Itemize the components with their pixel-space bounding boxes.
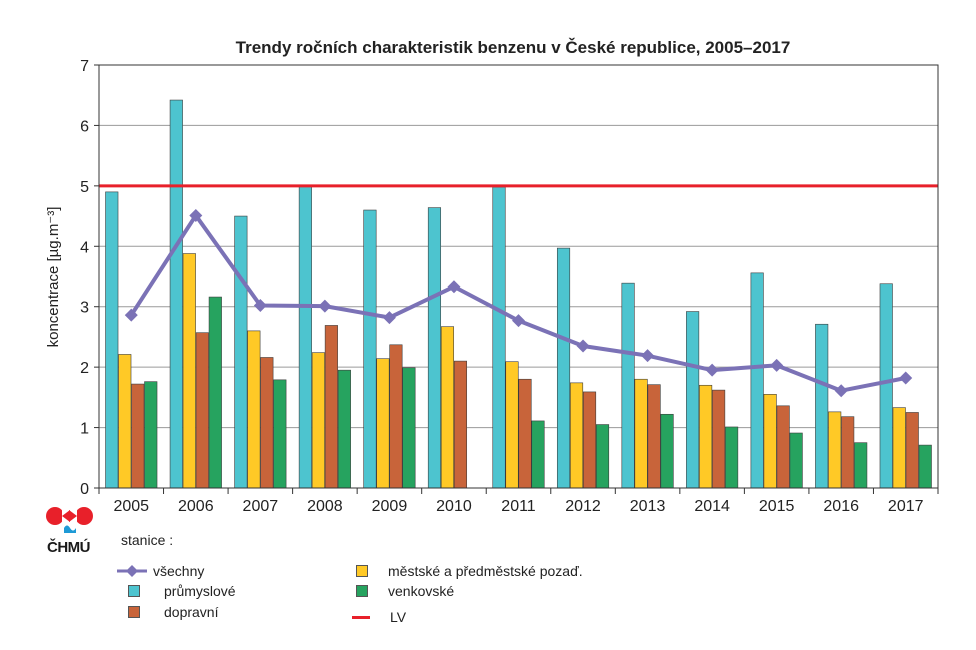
bar-prumyslove — [169, 99, 183, 489]
plot-frame — [98, 64, 939, 489]
series-point — [318, 299, 332, 313]
all-stations-series — [124, 208, 913, 398]
x-tick-label: 2017 — [888, 498, 924, 515]
y-tick-label: 4 — [80, 239, 89, 256]
bar-mestske — [634, 378, 648, 489]
series-point — [641, 349, 655, 363]
bar-prumyslove — [879, 283, 893, 489]
bar-dopravni — [453, 360, 468, 489]
bar-prumyslove — [621, 282, 635, 489]
x-tick-label: 2007 — [243, 498, 279, 515]
y-tick-label: 2 — [80, 360, 89, 377]
x-tick-label: 2009 — [372, 498, 408, 515]
series-point — [899, 371, 913, 385]
bar-dopravni — [776, 405, 790, 489]
bar-mestske — [828, 411, 842, 489]
series-point — [576, 339, 590, 353]
bar-dopravni — [841, 416, 855, 489]
bar-prumyslove — [750, 272, 764, 489]
axes: 0 1 2 3 4 5 6 7 2005 2006 2007 2008 2009 2010 2011 2012… — [80, 58, 939, 515]
x-tick-label: 2012 — [565, 498, 601, 515]
bar-venkovske — [789, 432, 803, 489]
bar-dopravni — [195, 332, 209, 489]
bar-mestske — [311, 352, 325, 489]
x-tick-label: 2011 — [501, 498, 536, 515]
bar-venkovske — [208, 296, 222, 489]
bar-dopravni — [582, 391, 597, 489]
bar-mestske — [892, 407, 906, 489]
x-tick-label: 2005 — [113, 498, 149, 515]
y-tick-label: 5 — [80, 179, 89, 196]
series-point — [770, 358, 784, 372]
bar-venkovske — [660, 413, 674, 489]
bar-dopravni — [389, 344, 403, 489]
y-tick-label: 6 — [80, 118, 89, 135]
bar-mestske — [699, 384, 713, 489]
logo-text: ČHMÚ — [47, 539, 91, 556]
y-axis-title: koncentrace [µg.m⁻³] — [45, 207, 62, 348]
y-tick-label: 0 — [80, 481, 89, 498]
x-tick-label: 2015 — [759, 498, 795, 515]
bar-mestske — [505, 361, 519, 489]
bar-venkovske — [273, 379, 287, 489]
bar-venkovske — [337, 369, 351, 489]
bar-prumyslove — [298, 185, 312, 489]
series-point — [512, 314, 525, 328]
bar-venkovske — [402, 367, 416, 489]
bar-dopravni — [324, 325, 338, 489]
bar-venkovske — [531, 420, 545, 489]
x-tick-label: 2016 — [823, 498, 859, 515]
bars — [105, 99, 932, 489]
bar-mestske — [247, 330, 261, 489]
bar-venkovske — [725, 426, 739, 489]
bar-venkovske — [854, 442, 868, 489]
series-point — [124, 308, 138, 322]
series-point — [447, 280, 461, 294]
x-tick-label: 2013 — [630, 498, 666, 515]
series-point — [253, 299, 267, 313]
bar-prumyslove — [815, 323, 829, 489]
bar-prumyslove — [556, 247, 571, 489]
bar-dopravni — [647, 384, 661, 489]
x-tick-label: 2014 — [694, 498, 730, 515]
bar-mestske — [118, 354, 132, 489]
bar-mestske — [182, 253, 196, 489]
y-tick-label: 3 — [80, 300, 89, 317]
bar-dopravni — [131, 383, 145, 489]
bar-prumyslove — [686, 311, 700, 489]
bar-venkovske — [918, 444, 932, 489]
series-point — [834, 384, 848, 398]
bar-prumyslove — [234, 215, 248, 489]
series-point — [705, 363, 719, 377]
bar-dopravni — [260, 357, 274, 489]
bar-mestske — [763, 394, 777, 489]
chart-title: Trendy ročních charakteristik benzenu v … — [236, 38, 791, 57]
bar-mestske — [440, 326, 455, 489]
x-tick-label: 2010 — [436, 498, 472, 515]
y-tick-label: 7 — [80, 58, 89, 75]
bar-venkovske — [595, 424, 610, 489]
bar-dopravni — [905, 412, 919, 489]
x-tick-label: 2006 — [178, 498, 214, 515]
bar-venkovske — [144, 381, 158, 489]
bar-mestske — [376, 358, 390, 489]
bar-dopravni — [518, 378, 532, 489]
bar-dopravni — [712, 389, 726, 489]
series-point — [382, 311, 396, 325]
y-tick-label: 1 — [80, 421, 89, 438]
bar-prumyslove — [105, 191, 119, 489]
bar-prumyslove — [363, 209, 377, 489]
bar-prumyslove — [427, 207, 442, 489]
chmu-logo — [46, 507, 93, 533]
bar-mestske — [569, 382, 584, 489]
series-point — [189, 208, 203, 222]
x-tick-label: 2008 — [307, 498, 343, 515]
bar-prumyslove — [492, 186, 506, 489]
